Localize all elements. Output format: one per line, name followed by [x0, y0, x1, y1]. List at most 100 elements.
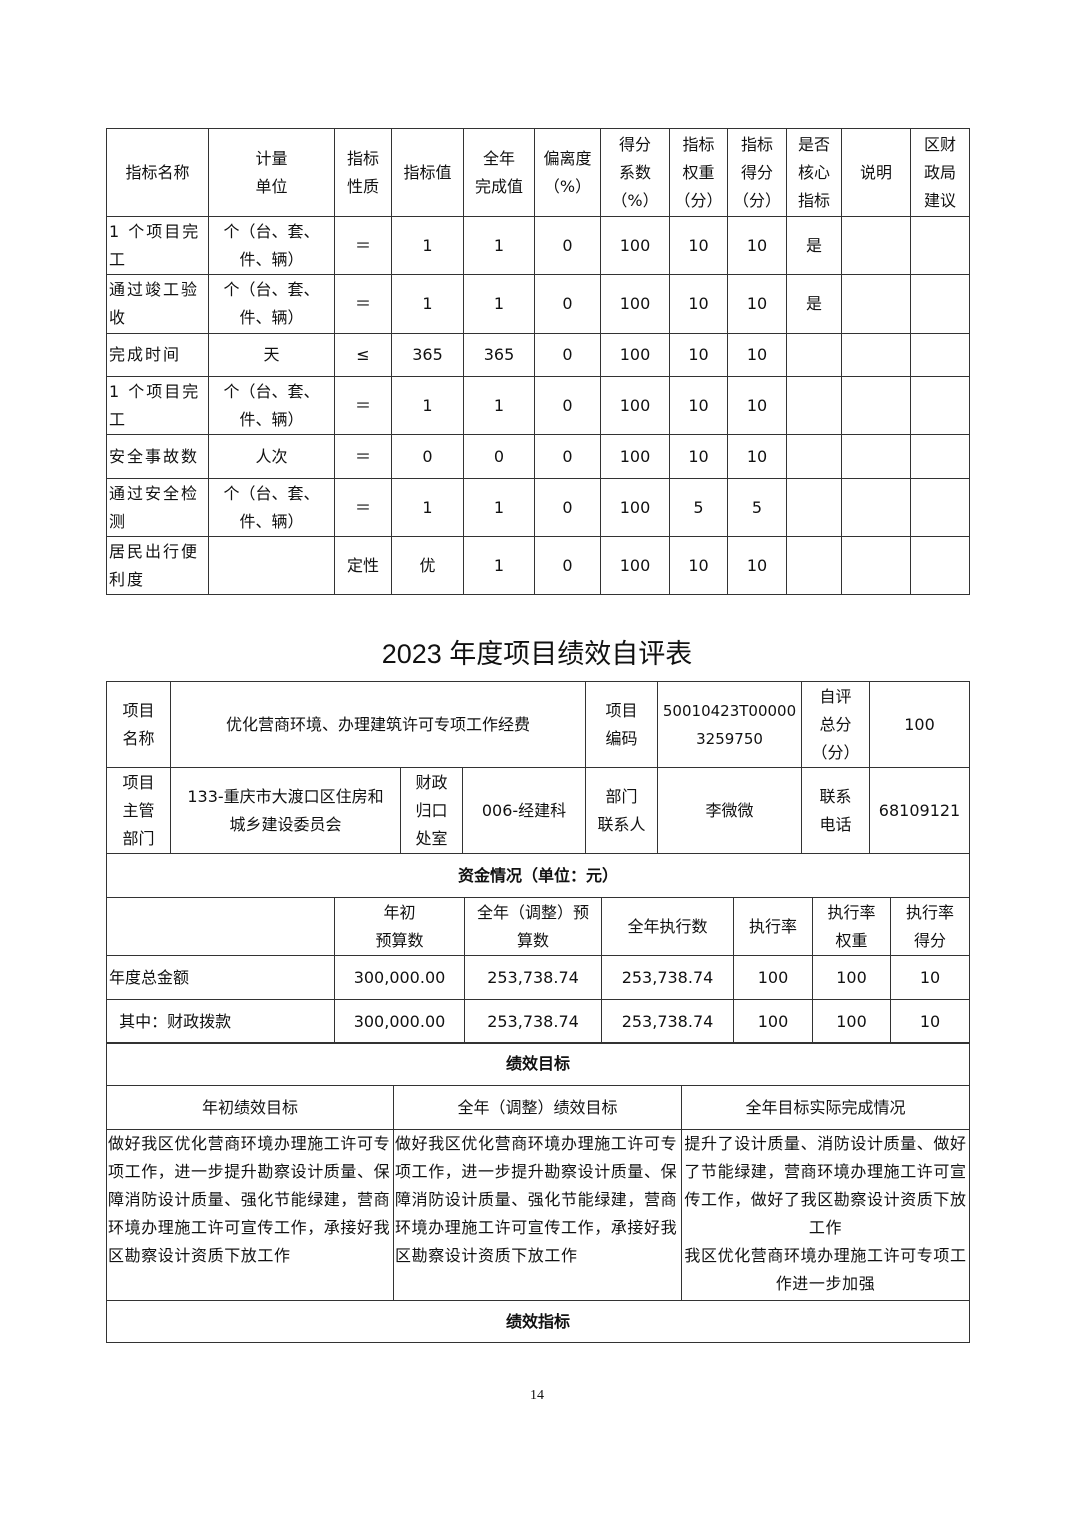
table-cell: 253,738.74	[601, 955, 734, 1000]
table-cell: 0	[534, 434, 601, 479]
table-cell: 100	[600, 434, 670, 479]
table-cell: 1	[463, 376, 535, 435]
column-header: 是否 核心 指标	[786, 128, 842, 217]
column-header: 执行率 得分	[890, 897, 970, 956]
column-header: 指标名称	[106, 128, 209, 217]
column-header: 得分 系数 （%）	[600, 128, 670, 217]
header-row: 指标名称 计量 单位 指标 性质 指标值 全年 完成值 偏离度 （%） 得分 系数 （%） 指…	[106, 128, 970, 217]
table-cell: 人次	[208, 434, 335, 479]
table-cell: 100	[733, 955, 813, 1000]
table-cell: 安全事故数	[106, 434, 209, 479]
column-header: 偏离度 （%）	[534, 128, 601, 217]
phone-label: 联系 电话	[801, 767, 871, 854]
table-cell: 253,738.74	[464, 999, 602, 1044]
goals-heading: 绩效目标	[105, 1042, 971, 1086]
table-cell	[910, 536, 970, 595]
funds-table: 年初 预算数 全年（调整）预 算数 全年执行数 执行率 执行率 权重 执行率 得分 年度总金…	[106, 897, 970, 1044]
column-header: 说明	[841, 128, 911, 217]
table-cell: 1	[391, 376, 464, 435]
table-cell: 天	[208, 333, 335, 377]
table-cell: 10	[669, 536, 728, 595]
table-cell: 100	[600, 536, 670, 595]
table-cell: 10	[669, 274, 728, 334]
column-header: 指标 得分 （分）	[727, 128, 787, 217]
table-cell	[910, 274, 970, 334]
table-cell	[786, 376, 842, 435]
table-cell: 10	[727, 376, 787, 435]
table-row: 完成时间天 ≤365 365 0 100 10 10	[106, 333, 970, 377]
table-cell: 1	[391, 216, 464, 275]
project-info-table: 项目 名称 优化营商环境、办理建筑许可专项工作经费 项目 编码 50010423…	[105, 681, 971, 898]
self-score-label: 自评 总分 （分）	[801, 681, 871, 768]
table-cell: 1	[391, 478, 464, 537]
table-cell: 100	[600, 478, 670, 537]
table-cell: 个（台、套、 件、辆）	[208, 376, 335, 435]
table-cell	[910, 434, 970, 479]
funds-heading: 资金情况（单位：元）	[105, 853, 971, 898]
table-cell: 10	[727, 434, 787, 479]
table-cell: 0	[534, 274, 601, 334]
column-header: 指标 性质	[334, 128, 392, 217]
table-cell: ≤	[334, 333, 392, 377]
goal-header-initial: 年初绩效目标	[106, 1085, 394, 1130]
table-cell: 1	[463, 536, 535, 595]
table-cell: ＝	[334, 274, 392, 334]
table-cell: 100	[812, 955, 891, 1000]
table-cell: 定性	[334, 536, 392, 595]
table-cell: 10	[669, 333, 728, 377]
table-cell	[208, 536, 335, 595]
table-cell	[841, 333, 911, 377]
table-cell: 个（台、套、 件、辆）	[208, 478, 335, 537]
column-header: 计量 单位	[208, 128, 335, 217]
table-cell: 10	[727, 274, 787, 334]
table-cell	[786, 333, 842, 377]
table-cell: 居民出行便利度	[106, 536, 209, 595]
department: 133-重庆市大渡口区住房和 城乡建设委员会	[170, 767, 401, 854]
goal-adjusted: 做好我区优化营商环境办理施工许可专项工作，进一步提升勘察设计质量、保障消防设计质…	[393, 1129, 682, 1301]
column-header: 全年执行数	[601, 897, 734, 956]
table-row: 1 个项目完工 个（台、套、 件、辆）＝ 1 1 0 100 10 10 是	[106, 216, 970, 275]
table-cell: 完成时间	[106, 333, 209, 377]
goal-actual: 提升了设计质量、消防设计质量、做好了节能绿建，营商环境办理施工许可宣传工作，做好…	[680, 1129, 971, 1301]
table-cell	[841, 434, 911, 479]
column-header: 指标值	[391, 128, 464, 217]
table-cell: 10	[669, 376, 728, 435]
goal-initial: 做好我区优化营商环境办理施工许可专项工作，进一步提升勘察设计质量、保障消防设计质…	[106, 1129, 394, 1301]
table-cell	[910, 478, 970, 537]
table-cell: 100	[600, 376, 670, 435]
funds-row: 年度总金额 300,000.00 253,738.74 253,738.74 100 10…	[106, 955, 970, 1000]
phone: 68109121	[869, 767, 971, 854]
table-cell: 10	[727, 333, 787, 377]
table-cell: 365	[463, 333, 535, 377]
table-cell: 1	[463, 478, 535, 537]
table-cell: 1 个项目完工	[106, 376, 209, 435]
table-cell: 是	[786, 216, 842, 275]
project-code: 50010423T00000 3259750	[657, 681, 803, 768]
table-cell: 个（台、套、 件、辆）	[208, 216, 335, 275]
department-label: 项目 主管 部门	[106, 767, 171, 854]
table-cell: ＝	[334, 478, 392, 537]
finance-office-label: 财政 归口 处室	[400, 767, 463, 854]
table-cell	[841, 216, 911, 275]
table-cell: 优	[391, 536, 464, 595]
column-header: 全年 完成值	[463, 128, 535, 217]
column-header: 执行率	[733, 897, 813, 956]
table-cell: 是	[786, 274, 842, 334]
table-cell: ＝	[334, 376, 392, 435]
table-cell: 个（台、套、 件、辆）	[208, 274, 335, 334]
table-cell: 100	[733, 999, 813, 1044]
table-cell: 10	[890, 955, 970, 1000]
table-cell	[910, 333, 970, 377]
table-cell: 10	[727, 536, 787, 595]
form-title: 2023 年度项目绩效自评表	[381, 639, 693, 669]
table-cell: 365	[391, 333, 464, 377]
column-header: 全年（调整）预 算数	[464, 897, 602, 956]
table-cell: 其中：财政拨款	[106, 999, 335, 1044]
table-cell: 0	[463, 434, 535, 479]
table-cell: 通过竣工验收	[106, 274, 209, 334]
project-code-label: 项目 编码	[585, 681, 659, 768]
table-cell: 10	[727, 216, 787, 275]
table-cell	[841, 376, 911, 435]
table-cell: ＝	[334, 216, 392, 275]
